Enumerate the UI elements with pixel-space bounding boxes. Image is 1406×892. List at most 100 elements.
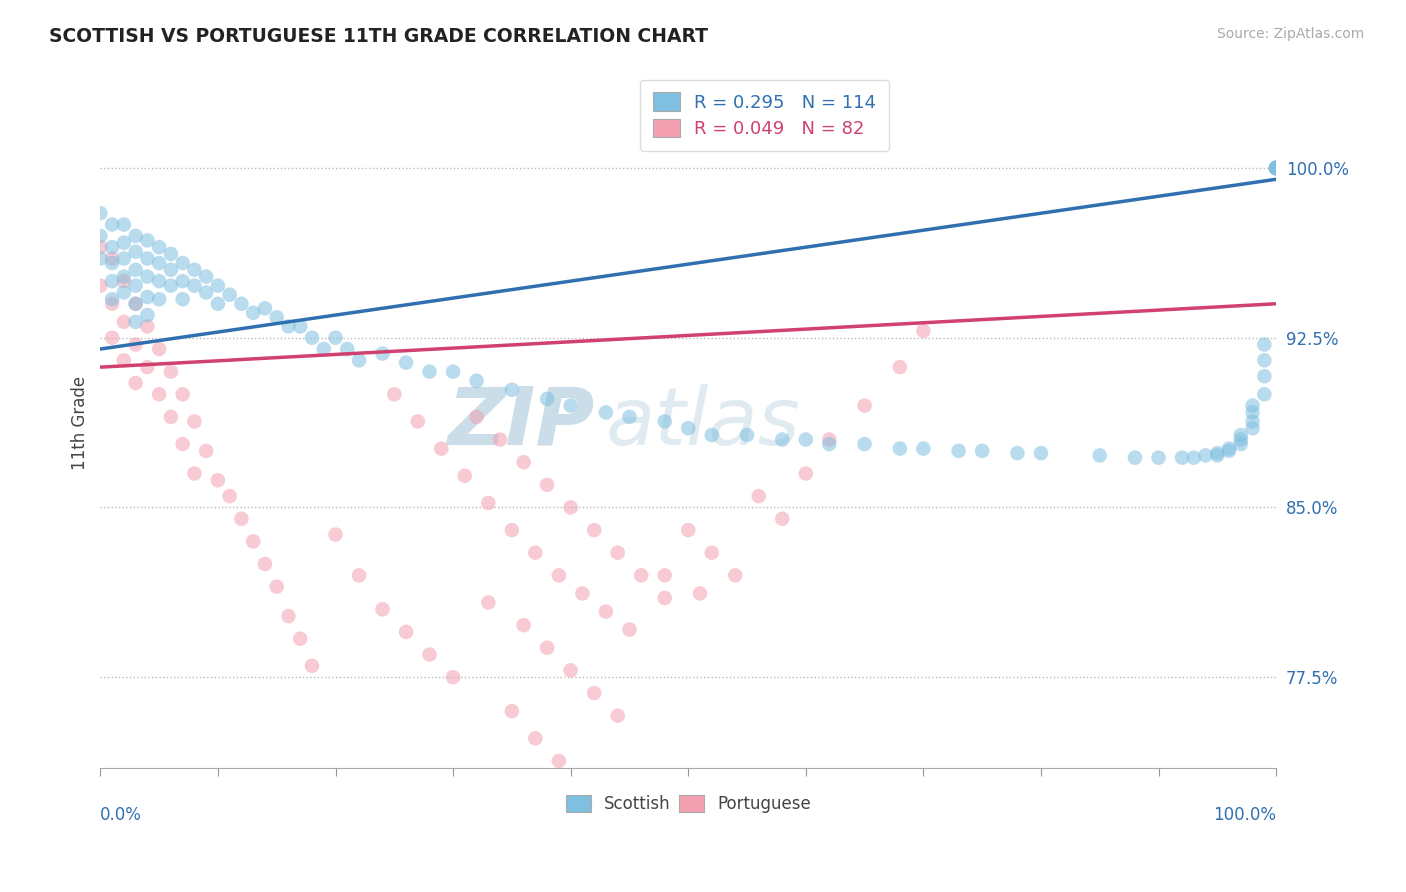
Point: [290, 319, 312, 334]
Point: [301, 658, 323, 673]
Point: [172, 256, 194, 270]
Point: [606, 546, 628, 560]
Point: [112, 252, 135, 266]
Point: [301, 331, 323, 345]
Point: [195, 443, 218, 458]
Point: [124, 228, 146, 243]
Text: 0.0%: 0.0%: [100, 805, 142, 823]
Point: [1253, 353, 1275, 368]
Point: [595, 405, 617, 419]
Point: [419, 365, 441, 379]
Point: [501, 523, 523, 537]
Point: [148, 274, 170, 288]
Point: [172, 437, 194, 451]
Point: [89, 206, 111, 220]
Point: [676, 421, 699, 435]
Point: [183, 414, 205, 428]
Point: [583, 686, 606, 700]
Point: [218, 489, 240, 503]
Point: [654, 591, 676, 605]
Point: [1265, 161, 1288, 175]
Point: [419, 648, 441, 662]
Point: [136, 233, 159, 247]
Point: [312, 342, 335, 356]
Point: [1241, 421, 1264, 435]
Point: [477, 496, 499, 510]
Point: [124, 244, 146, 259]
Point: [371, 346, 394, 360]
Text: SCOTTISH VS PORTUGUESE 11TH GRADE CORRELATION CHART: SCOTTISH VS PORTUGUESE 11TH GRADE CORREL…: [49, 27, 709, 45]
Point: [382, 387, 405, 401]
Point: [101, 256, 124, 270]
Point: [1206, 449, 1229, 463]
Point: [112, 353, 135, 368]
Point: [160, 409, 183, 424]
Point: [1265, 161, 1288, 175]
Point: [548, 754, 571, 768]
Point: [524, 546, 547, 560]
Point: [676, 523, 699, 537]
Point: [160, 278, 183, 293]
Legend: Scottish, Portuguese: Scottish, Portuguese: [557, 787, 820, 822]
Point: [948, 443, 970, 458]
Point: [794, 467, 817, 481]
Point: [101, 274, 124, 288]
Point: [571, 776, 593, 790]
Point: [253, 557, 276, 571]
Point: [1206, 446, 1229, 460]
Point: [148, 292, 170, 306]
Point: [477, 595, 499, 609]
Point: [1230, 437, 1253, 451]
Point: [112, 315, 135, 329]
Point: [172, 292, 194, 306]
Point: [1265, 161, 1288, 175]
Point: [172, 274, 194, 288]
Point: [112, 274, 135, 288]
Point: [136, 360, 159, 375]
Point: [1265, 161, 1288, 175]
Point: [1265, 161, 1288, 175]
Point: [748, 489, 770, 503]
Point: [1230, 433, 1253, 447]
Point: [148, 256, 170, 270]
Point: [183, 467, 205, 481]
Point: [136, 319, 159, 334]
Point: [101, 240, 124, 254]
Point: [1147, 450, 1170, 465]
Point: [124, 376, 146, 390]
Point: [89, 278, 111, 293]
Point: [172, 387, 194, 401]
Point: [560, 664, 582, 678]
Point: [325, 527, 347, 541]
Y-axis label: 11th Grade: 11th Grade: [72, 376, 89, 469]
Point: [160, 247, 183, 261]
Point: [571, 586, 593, 600]
Point: [654, 568, 676, 582]
Text: atlas: atlas: [606, 384, 800, 461]
Point: [148, 342, 170, 356]
Point: [325, 331, 347, 345]
Point: [501, 383, 523, 397]
Point: [136, 252, 159, 266]
Point: [1182, 450, 1205, 465]
Point: [501, 704, 523, 718]
Point: [512, 618, 534, 632]
Point: [818, 437, 841, 451]
Point: [347, 568, 370, 582]
Point: [124, 297, 146, 311]
Point: [183, 278, 205, 293]
Point: [595, 605, 617, 619]
Point: [124, 297, 146, 311]
Point: [536, 640, 558, 655]
Point: [454, 468, 477, 483]
Point: [112, 218, 135, 232]
Point: [724, 568, 747, 582]
Point: [207, 278, 229, 293]
Point: [619, 409, 641, 424]
Point: [912, 442, 935, 456]
Point: [912, 324, 935, 338]
Point: [1265, 161, 1288, 175]
Point: [207, 473, 229, 487]
Point: [630, 568, 652, 582]
Point: [136, 308, 159, 322]
